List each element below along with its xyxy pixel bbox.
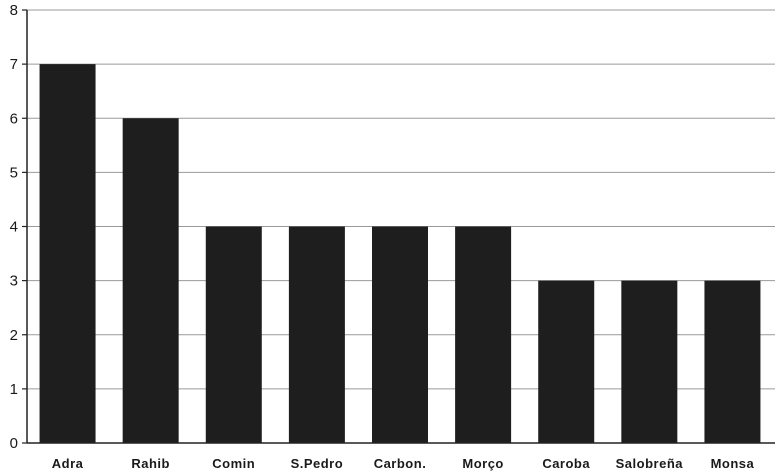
y-tick-label-6: 6 (10, 110, 18, 127)
bar-s-pedro (288, 226, 345, 443)
y-tick-label-0: 0 (10, 435, 18, 452)
bar-salobre-a (621, 280, 678, 443)
y-tick-label-7: 7 (10, 56, 18, 73)
bar-monsa (704, 280, 761, 443)
bar-comin (205, 226, 262, 443)
x-category-label: Salobreña (616, 456, 684, 471)
bar-adra (39, 64, 96, 443)
y-tick-label-2: 2 (10, 327, 18, 344)
x-category-label: Rahib (131, 456, 170, 471)
bar-caroba (538, 280, 595, 443)
y-tick-label-8: 8 (10, 2, 18, 19)
x-category-label: Adra (52, 456, 84, 471)
y-tick-label-5: 5 (10, 164, 18, 181)
bars (39, 64, 761, 443)
bar-carbon- (372, 226, 428, 443)
bar-rahib (122, 118, 179, 443)
x-category-label: Comin (212, 456, 255, 471)
x-category-label: Morço (462, 456, 504, 471)
x-category-label: Monsa (711, 456, 755, 471)
bar-mor-o (455, 226, 512, 443)
y-tick-label-4: 4 (10, 219, 18, 236)
x-category-labels: Adra Rahib Comin S.Pedro Carbon. Morço Caroba S… (52, 456, 755, 471)
y-tick-labels: 0 1 2 3 4 5 6 7 8 (10, 2, 18, 452)
y-tick-label-1: 1 (10, 381, 18, 398)
y-tick-label-3: 3 (10, 273, 18, 290)
x-category-label: Carbon. (374, 456, 427, 471)
x-category-label: Caroba (542, 456, 590, 471)
x-category-label: S.Pedro (291, 456, 344, 471)
axes (22, 9, 775, 444)
